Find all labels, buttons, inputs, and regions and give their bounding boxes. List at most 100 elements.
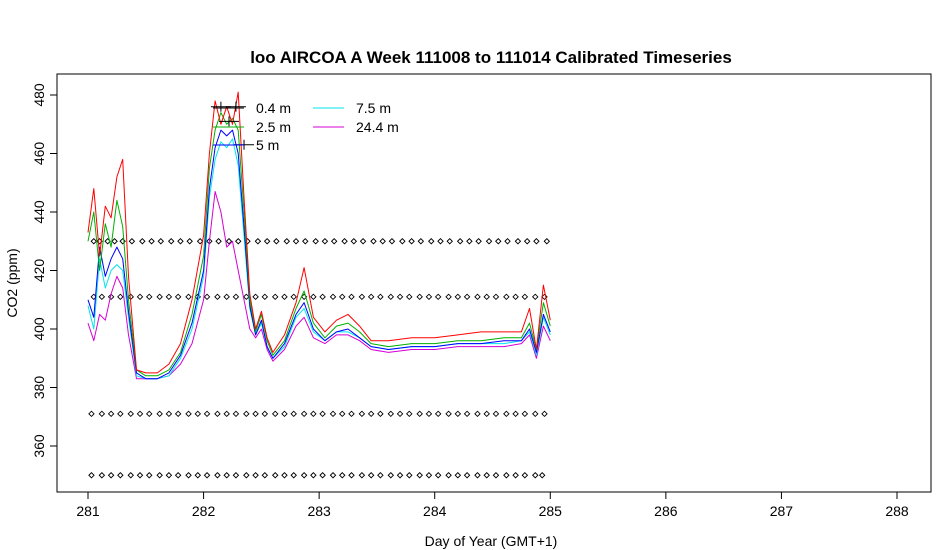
x-tick-label: 282 bbox=[192, 503, 216, 519]
sampling-marker bbox=[156, 293, 163, 301]
sampling-marker bbox=[463, 472, 471, 479]
sampling-marker bbox=[281, 293, 288, 301]
sampling-marker bbox=[148, 238, 155, 245]
x-axis: 281 282 283 284 285 286 287 288 bbox=[76, 491, 909, 519]
sampling-marker bbox=[261, 293, 269, 301]
sampling-marker bbox=[136, 472, 144, 479]
y-tick-label: 420 bbox=[31, 259, 47, 283]
sampling-marker bbox=[232, 293, 240, 301]
chart-title: loo AIRCOA A Week 111008 to 111014 Calib… bbox=[250, 48, 732, 67]
sampling-marker bbox=[399, 238, 406, 245]
sampling-marker bbox=[396, 472, 404, 479]
x-axis-label: Day of Year (GMT+1) bbox=[425, 533, 558, 549]
sampling-marker bbox=[281, 472, 288, 479]
sampling-marker bbox=[319, 293, 326, 301]
sampling-marker bbox=[271, 472, 279, 479]
sampling-marker bbox=[104, 238, 111, 245]
sampling-marker bbox=[111, 238, 118, 245]
sampling-marker bbox=[445, 410, 452, 418]
sampling-marker bbox=[185, 472, 192, 479]
sampling-marker bbox=[186, 238, 193, 245]
x-tick-label: 284 bbox=[423, 503, 447, 519]
sampling-marker bbox=[174, 472, 182, 479]
sampling-marker bbox=[523, 238, 531, 245]
sampling-marker bbox=[232, 472, 240, 479]
sampling-marker bbox=[434, 410, 442, 418]
sampling-marker bbox=[214, 293, 221, 301]
sampling-marker bbox=[348, 410, 355, 418]
sampling-marker bbox=[146, 293, 153, 301]
y-tick-label: 480 bbox=[31, 83, 47, 107]
sampling-marker bbox=[263, 238, 271, 245]
sampling-marker bbox=[203, 472, 211, 479]
sampling-marker bbox=[310, 293, 317, 301]
sampling-marker bbox=[339, 410, 346, 418]
sampling-marker bbox=[319, 410, 326, 418]
sampling-marker bbox=[271, 293, 279, 301]
legend-label: 5 m bbox=[256, 137, 279, 153]
sampling-marker bbox=[367, 410, 375, 418]
sampling-marker bbox=[156, 472, 163, 479]
sampling-marker bbox=[483, 472, 490, 479]
sampling-marker bbox=[107, 472, 115, 479]
sampling-marker bbox=[139, 238, 146, 245]
sampling-marker bbox=[300, 410, 308, 418]
series-line bbox=[87, 191, 551, 380]
sampling-marker bbox=[541, 293, 548, 301]
sampling-marker bbox=[165, 410, 173, 418]
sampling-marker bbox=[466, 238, 473, 245]
sampling-marker bbox=[252, 410, 259, 418]
sampling-marker bbox=[543, 238, 551, 245]
sampling-marker bbox=[261, 410, 269, 418]
sampling-marker bbox=[425, 410, 433, 418]
sampling-marker bbox=[319, 472, 326, 479]
sampling-marker bbox=[157, 238, 165, 245]
sampling-marker bbox=[281, 410, 288, 418]
sampling-marker bbox=[475, 238, 482, 245]
sampling-marker bbox=[483, 293, 490, 301]
sampling-marker bbox=[214, 410, 221, 418]
sampling-marker bbox=[512, 472, 519, 479]
y-tick-label: 360 bbox=[31, 434, 47, 458]
sampling-marker bbox=[174, 293, 182, 301]
sampling-marker bbox=[174, 410, 182, 418]
sampling-marker bbox=[261, 472, 269, 479]
sampling-marker bbox=[223, 410, 230, 418]
sampling-marker bbox=[329, 293, 337, 301]
sampling-marker bbox=[387, 472, 395, 479]
sampling-marker bbox=[541, 410, 548, 418]
sampling-marker bbox=[243, 410, 250, 418]
sampling-marker bbox=[348, 472, 355, 479]
sampling-marker bbox=[225, 238, 233, 245]
sampling-marker bbox=[107, 410, 115, 418]
sampling-marker bbox=[312, 238, 319, 245]
sampling-marker bbox=[167, 238, 175, 245]
sampling-marker bbox=[339, 293, 346, 301]
sampling-marker bbox=[235, 238, 242, 245]
sampling-marker bbox=[474, 472, 481, 479]
sampling-marker bbox=[434, 293, 442, 301]
sampling-marker bbox=[185, 293, 192, 301]
x-tick-label: 283 bbox=[307, 503, 331, 519]
sampling-marker bbox=[283, 238, 291, 245]
y-tick-label: 400 bbox=[31, 317, 47, 341]
sampling-marker bbox=[146, 472, 153, 479]
sampling-marker bbox=[492, 410, 500, 418]
sampling-marker bbox=[503, 410, 510, 418]
sampling-marker bbox=[428, 238, 435, 245]
sampling-marker bbox=[503, 293, 510, 301]
sampling-marker bbox=[254, 238, 262, 245]
sampling-marker bbox=[416, 293, 423, 301]
sampling-marker bbox=[377, 293, 384, 301]
y-tick-label: 440 bbox=[31, 200, 47, 224]
sampling-marker bbox=[98, 472, 106, 479]
sampling-marker bbox=[215, 238, 222, 245]
sampling-marker bbox=[474, 410, 481, 418]
sampling-marker bbox=[310, 472, 317, 479]
sampling-marker bbox=[463, 293, 471, 301]
sampling-marker bbox=[425, 293, 433, 301]
sampling-marker bbox=[339, 472, 346, 479]
sampling-marker bbox=[165, 472, 173, 479]
